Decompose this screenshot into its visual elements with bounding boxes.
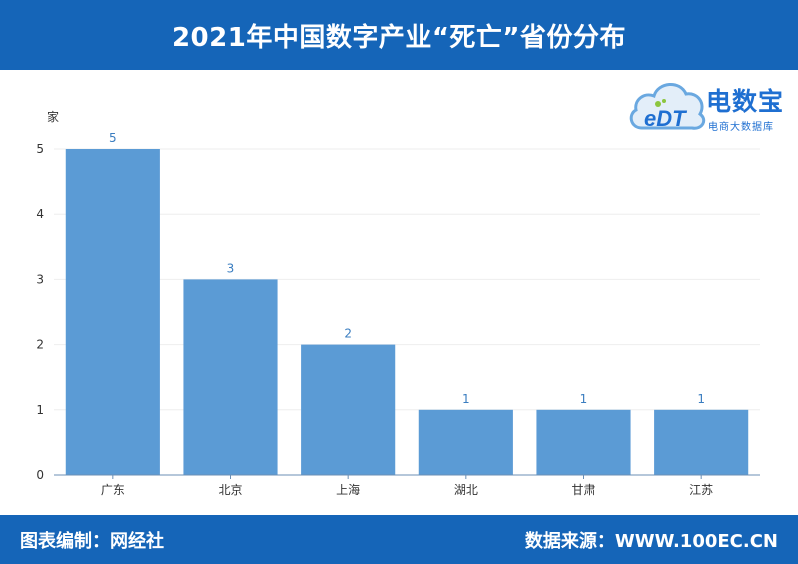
data-label: 3 [227, 261, 235, 275]
x-tick-label: 上海 [336, 482, 360, 497]
data-label: 1 [697, 392, 705, 406]
footer-credit: 图表编制：网经社 [20, 530, 164, 552]
title-bar: 2021年中国数字产业“死亡”省份分布 [0, 0, 798, 70]
y-tick-label: 1 [36, 403, 44, 417]
x-tick-label: 江苏 [689, 483, 713, 497]
footer-bar: 图表编制：网经社 数据来源：WWW.100EC.CN [0, 515, 798, 564]
data-label: 1 [580, 392, 588, 406]
axes: 0 1 2 3 4 5 广东 北京 上海 湖北 甘肃 江苏 [36, 142, 760, 497]
x-tick-label: 北京 [218, 483, 242, 497]
footer-source: 数据来源：WWW.100EC.CN [524, 530, 778, 552]
bars: 5 3 2 1 1 1 [65, 131, 749, 475]
cloud-logo-icon: eDT [629, 83, 706, 131]
logo-tagline: 电商大数据库 [708, 122, 774, 133]
bar-6 [654, 409, 749, 475]
grid-lines [54, 148, 760, 411]
y-tick-label: 5 [36, 142, 44, 156]
data-label: 1 [462, 392, 470, 406]
chart-title: 2021年中国数字产业“死亡”省份分布 [171, 22, 627, 53]
y-tick-label: 2 [36, 338, 44, 352]
bar-5 [536, 409, 631, 475]
data-label: 5 [109, 131, 117, 145]
y-tick-label: 4 [36, 207, 44, 221]
bar-chart: 5 3 2 1 1 1 0 1 2 3 4 5 广东 北京 上海 湖北 甘肃 江苏 家 [0, 70, 798, 515]
logo-brand: 电数宝 [706, 87, 785, 116]
y-tick-label: 3 [36, 272, 44, 286]
bar-1 [65, 149, 160, 475]
y-tick-label: 0 [36, 468, 44, 482]
bar-2 [183, 279, 278, 475]
logo: eDT 电数宝 电商大数据库 [628, 74, 793, 136]
data-label: 2 [344, 327, 352, 341]
y-axis-label: 家 [47, 109, 59, 124]
bar-4 [418, 409, 513, 475]
x-tick-label: 湖北 [454, 482, 478, 497]
bar-3 [301, 344, 396, 475]
x-tick-label: 广东 [101, 483, 125, 497]
chart-canvas: 5 3 2 1 1 1 0 1 2 3 4 5 广东 北京 上海 湖北 甘肃 江苏 家 [36, 109, 760, 497]
logo-mark: eDT [644, 106, 687, 131]
x-tick-label: 甘肃 [571, 483, 595, 497]
